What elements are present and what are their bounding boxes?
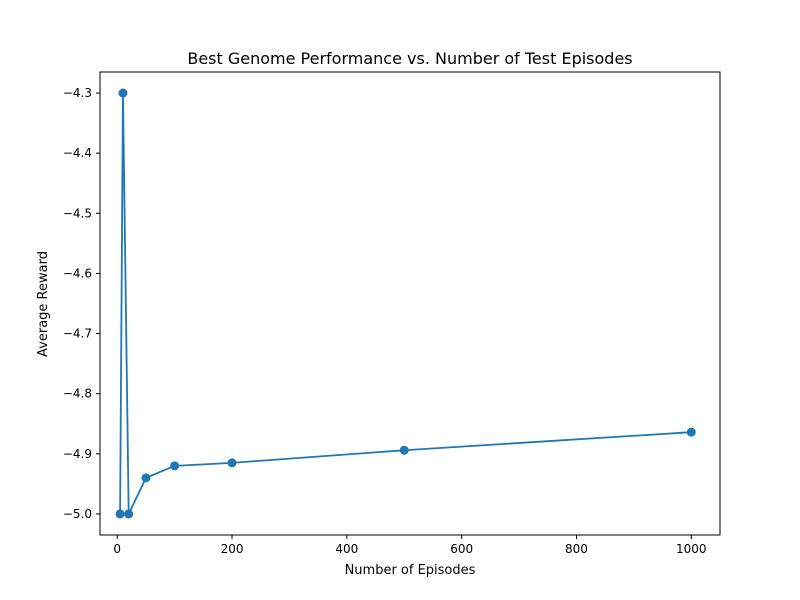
y-tick-label: −4.3 xyxy=(63,86,92,100)
y-tick-label: −4.4 xyxy=(63,146,92,160)
y-tick-label: −4.6 xyxy=(63,266,92,280)
x-tick-label: 0 xyxy=(113,542,121,556)
y-axis: −5.0 −4.9 −4.8 −4.7 −4.6 −4.5 −4.4 −4.3 xyxy=(63,86,100,521)
x-tick-label: 400 xyxy=(335,542,358,556)
y-tick-label: −4.8 xyxy=(63,387,92,401)
plot-area xyxy=(99,71,721,536)
data-point xyxy=(399,445,409,455)
x-tick-label: 800 xyxy=(565,542,588,556)
chart-title: Best Genome Performance vs. Number of Te… xyxy=(187,49,632,68)
y-tick-label: −4.7 xyxy=(63,327,92,341)
data-point xyxy=(141,473,151,483)
data-point xyxy=(227,458,237,468)
x-axis: 0 200 400 600 800 1000 xyxy=(113,535,707,556)
y-tick-label: −4.9 xyxy=(63,447,92,461)
y-tick-label: −4.5 xyxy=(63,206,92,220)
plot-frame xyxy=(99,71,721,536)
x-axis-label: Number of Episodes xyxy=(345,563,476,578)
y-axis-label: Average Reward xyxy=(36,251,51,357)
data-point xyxy=(124,509,134,519)
data-point xyxy=(170,461,180,471)
data-point xyxy=(686,427,696,437)
y-tick-label: −5.0 xyxy=(63,507,92,521)
x-tick-label: 1000 xyxy=(676,542,707,556)
series-line xyxy=(119,92,692,515)
x-tick-label: 600 xyxy=(450,542,473,556)
data-point xyxy=(118,88,128,98)
series-layer xyxy=(115,88,696,519)
data-point xyxy=(115,509,125,519)
x-tick-label: 200 xyxy=(221,542,244,556)
